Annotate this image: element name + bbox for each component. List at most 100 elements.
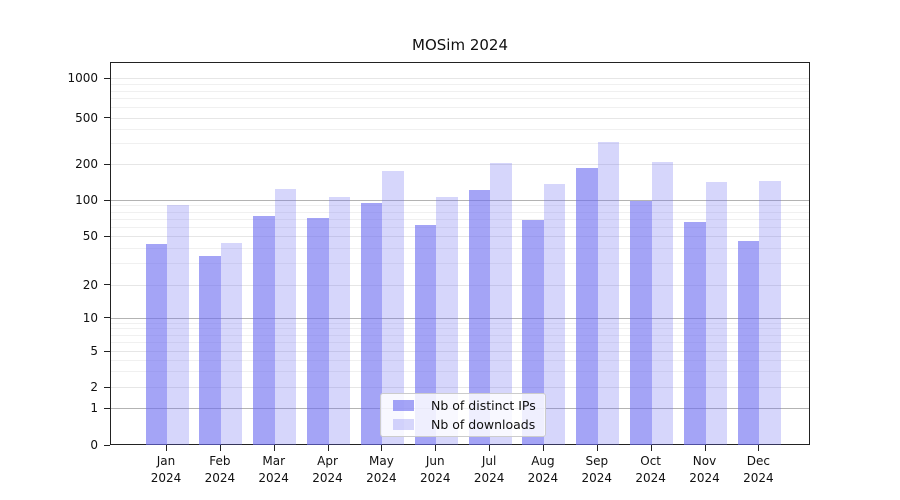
bar-downloads-oct — [651, 162, 674, 445]
bar-downloads-jul — [490, 163, 512, 445]
ytick-label-10: 10 — [82, 310, 98, 325]
ytick-label-50: 50 — [82, 229, 98, 243]
xtick-label-dec: Dec 2024 — [743, 454, 774, 485]
gridline-800 — [111, 90, 809, 92]
gridline-5 — [111, 351, 809, 352]
gridline-20 — [111, 284, 809, 286]
ytick-label-1: 1 — [90, 401, 98, 415]
bar-downloads-mar — [274, 189, 297, 445]
ytick-mark-200 — [104, 163, 110, 165]
ytick-mark-2 — [104, 386, 110, 388]
ytick-label-0: 0 — [90, 438, 98, 452]
bar-downloads-aug — [543, 183, 566, 445]
legend-label-downloads: Nb of downloads — [431, 416, 536, 432]
xtick-mark-sep — [596, 445, 598, 451]
gridline-600 — [111, 107, 809, 109]
ytick-mark-10 — [104, 317, 110, 318]
bar-downloads-may — [382, 171, 404, 445]
xtick-mark-mar — [273, 445, 275, 451]
xtick-label-may: May 2024 — [366, 454, 397, 485]
chart-title: MOSim 2024 — [412, 36, 508, 54]
bar-ips-may — [360, 202, 383, 445]
gridline-8 — [111, 328, 809, 330]
gridline-300 — [111, 143, 809, 145]
bar-downloads-dec — [759, 180, 781, 445]
gridline-4 — [111, 359, 809, 361]
xtick-mark-jul — [489, 445, 491, 451]
legend-swatch-downloads — [393, 418, 414, 430]
ytick-mark-20 — [104, 284, 110, 285]
gridline-50 — [111, 236, 809, 237]
ytick-mark-100 — [104, 199, 110, 201]
bar-ips-nov — [684, 221, 706, 445]
gridline-1000 — [111, 78, 809, 79]
bar-ips-sep — [576, 167, 598, 445]
bar-ips-jan — [145, 243, 167, 445]
bar-downloads-sep — [597, 141, 620, 445]
ytick-label-100: 100 — [75, 193, 98, 207]
gridline-30 — [111, 263, 809, 265]
gridline-6 — [111, 342, 809, 344]
xtick-label-jan: Jan 2024 — [150, 454, 182, 485]
legend: Nb of distinct IPs Nb of downloads — [380, 393, 546, 437]
xtick-label-oct: Oct 2024 — [635, 454, 666, 485]
gridline-40 — [111, 247, 809, 249]
gridline-700 — [111, 98, 809, 100]
xtick-mark-feb — [219, 445, 221, 451]
ytick-mark-50 — [104, 235, 110, 237]
bar-downloads-nov — [705, 182, 727, 445]
ytick-mark-0 — [104, 444, 110, 446]
ytick-label-200: 200 — [75, 157, 98, 171]
gridline-10 — [111, 317, 809, 319]
ytick-label-2: 2 — [90, 380, 98, 394]
ytick-label-500: 500 — [75, 110, 98, 125]
plot-area: Nb of distinct IPs Nb of downloads — [110, 62, 810, 445]
xtick-mark-aug — [542, 445, 544, 451]
legend-item-downloads: Nb of downloads — [389, 417, 537, 433]
xtick-mark-may — [381, 445, 383, 451]
ytick-mark-500 — [104, 117, 110, 118]
gridline-70 — [111, 218, 809, 220]
gridline-90 — [111, 205, 809, 207]
xtick-label-aug: Aug 2024 — [527, 454, 559, 485]
bar-ips-apr — [307, 218, 329, 445]
gridline-400 — [111, 128, 809, 130]
bar-ips-jul — [468, 190, 491, 445]
xtick-label-feb: Feb 2024 — [204, 454, 236, 485]
bar-downloads-jan — [167, 204, 189, 445]
gridline-100 — [111, 200, 809, 201]
xtick-mark-jan — [166, 445, 167, 451]
xtick-label-jun: Jun 2024 — [419, 454, 451, 485]
gridline-3 — [111, 371, 809, 373]
legend-item-distinct-ips: Nb of distinct IPs — [389, 398, 537, 414]
bar-downloads-apr — [328, 196, 351, 445]
bar-downloads-jun — [436, 197, 458, 445]
gridline-500 — [111, 117, 809, 119]
xtick-mark-dec — [758, 445, 760, 451]
bar-ips-dec — [737, 241, 760, 445]
gridline-900 — [111, 84, 809, 85]
xtick-label-mar: Mar 2024 — [258, 454, 289, 485]
gridline-200 — [111, 164, 809, 165]
ytick-label-20: 20 — [82, 277, 98, 292]
legend-swatch-distinct-ips — [393, 400, 414, 412]
gridline-80 — [111, 211, 809, 213]
bar-ips-feb — [199, 255, 221, 445]
xtick-mark-oct — [650, 445, 652, 451]
gridline-2 — [111, 387, 809, 388]
xtick-mark-nov — [704, 445, 706, 451]
gridline-9 — [111, 322, 809, 324]
bar-ips-oct — [630, 201, 652, 445]
xtick-mark-apr — [327, 445, 329, 451]
ytick-mark-5 — [104, 350, 110, 352]
xtick-label-jul: Jul 2024 — [473, 454, 505, 485]
bar-downloads-feb — [220, 242, 243, 445]
gridline-60 — [111, 226, 809, 228]
ytick-mark-1000 — [104, 77, 110, 79]
xtick-label-sep: Sep 2024 — [581, 454, 613, 485]
ytick-label-5: 5 — [90, 344, 98, 358]
bar-ips-mar — [253, 215, 275, 445]
gridline-7 — [111, 334, 809, 336]
xtick-mark-jun — [435, 445, 437, 451]
